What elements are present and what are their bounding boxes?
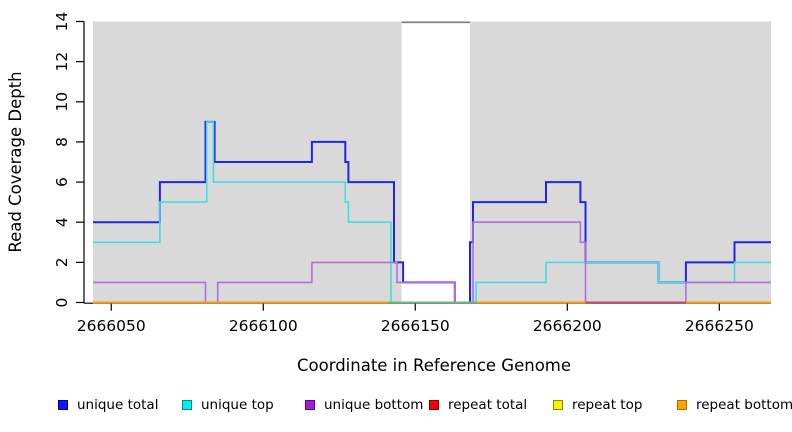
- legend-item-repeat-top: repeat top: [553, 397, 642, 413]
- legend-label: repeat bottom: [696, 397, 792, 413]
- legend-item-unique-total: unique total: [58, 397, 158, 413]
- x-tick-label: 2666150: [381, 317, 450, 335]
- y-axis-title: Read Coverage Depth: [6, 71, 25, 252]
- legend-label: unique bottom: [324, 397, 424, 413]
- y-tick-label: 4: [53, 217, 71, 227]
- legend-label: repeat top: [572, 397, 643, 413]
- y-tick-label: 14: [53, 12, 71, 32]
- series-line-unique-top: [93, 121, 771, 304]
- legend: unique total unique top unique bottom repea…: [0, 393, 792, 423]
- legend-item-unique-bottom: unique bottom: [305, 397, 423, 413]
- x-tick-label: 2666250: [685, 317, 754, 335]
- y-tick-label: 2: [53, 257, 71, 267]
- x-tick-label: 2666050: [77, 317, 146, 335]
- y-tick-label: 0: [53, 298, 71, 308]
- legend-item-repeat-bottom: repeat bottom: [677, 397, 792, 413]
- y-tick-label: 10: [53, 92, 71, 112]
- plot-layer: 0 2 4 6 8 10 12 14 2666050 2666100 2666150 2666200 2…: [53, 12, 771, 335]
- x-tick-label: 2666200: [533, 317, 602, 335]
- legend-swatch-unique-total: [58, 400, 68, 410]
- legend-swatch-repeat-bottom: [677, 400, 687, 410]
- legend-swatch-unique-top: [182, 400, 192, 410]
- legend-swatch-unique-bottom: [305, 400, 315, 410]
- legend-item-unique-top: unique top: [182, 397, 274, 413]
- x-axis-title: Coordinate in Reference Genome: [297, 356, 571, 375]
- legend-item-repeat-total: repeat total: [429, 397, 527, 413]
- series-line-unique-bottom: [93, 221, 771, 304]
- masked-region-band: [401, 21, 471, 304]
- y-tick-label: 12: [53, 52, 71, 72]
- y-tick-label: 8: [53, 137, 71, 147]
- x-tick-label: 2666100: [229, 317, 298, 335]
- y-tick-label: 6: [53, 177, 71, 187]
- legend-swatch-repeat-top: [553, 400, 563, 410]
- legend-label: unique total: [77, 397, 159, 413]
- legend-swatch-repeat-total: [429, 400, 439, 410]
- legend-label: unique top: [201, 397, 274, 413]
- legend-label: repeat total: [448, 397, 528, 413]
